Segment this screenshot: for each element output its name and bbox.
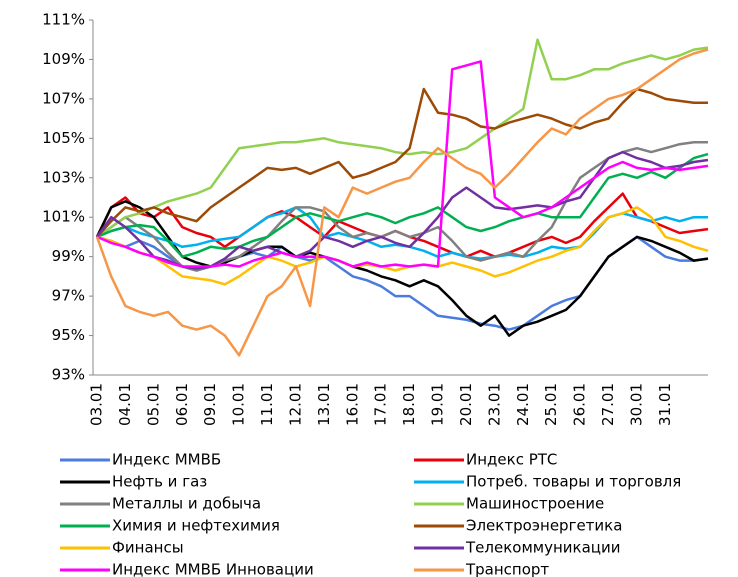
y-tick-label: 93% xyxy=(52,366,85,384)
legend-label: Нефть и газ xyxy=(112,473,207,491)
series-line xyxy=(95,192,709,258)
series-line xyxy=(96,38,709,238)
series-line xyxy=(96,206,709,286)
y-tick-label: 99% xyxy=(52,247,85,265)
x-tick-label: 13.01 xyxy=(315,383,333,426)
series-line xyxy=(95,150,709,270)
x-tick-label: 10.01 xyxy=(230,383,248,426)
legend-label: Машиностроение xyxy=(466,495,604,513)
legend-label: Индекс ММВБ Инновации xyxy=(112,561,314,577)
x-tick-label: 05.01 xyxy=(144,383,162,426)
x-tick-label: 06.01 xyxy=(173,383,191,426)
series-line xyxy=(95,200,709,337)
y-tick-label: 105% xyxy=(42,129,85,147)
series-line xyxy=(96,60,709,268)
legend-label: Электроэнергетика xyxy=(466,517,622,535)
y-tick-label: 109% xyxy=(42,50,85,68)
legend-label: Индекс РТС xyxy=(466,451,557,469)
legend-label: Потреб. товары и торговля xyxy=(466,473,681,491)
x-tick-label: 20.01 xyxy=(457,383,475,426)
legend-label: Финансы xyxy=(112,539,184,557)
y-tick-label: 95% xyxy=(52,326,85,344)
x-tick-label: 23.01 xyxy=(485,383,503,426)
x-tick-label: 04.01 xyxy=(116,383,134,426)
series-line xyxy=(95,48,709,357)
x-tick-label: 03.01 xyxy=(88,383,106,426)
legend-label: Транспорт xyxy=(465,561,549,577)
x-tick-label: 19.01 xyxy=(429,383,447,426)
legend-label: Индекс ММВБ xyxy=(112,451,221,469)
series-line xyxy=(96,87,708,238)
y-tick-label: 107% xyxy=(42,89,85,107)
x-tick-label: 27.01 xyxy=(599,383,617,426)
x-tick-label: 30.01 xyxy=(627,383,645,426)
y-tick-label: 97% xyxy=(52,287,85,305)
x-tick-label: 26.01 xyxy=(571,383,589,426)
x-tick-label: 11.01 xyxy=(258,383,276,426)
x-tick-label: 09.01 xyxy=(201,383,219,426)
legend-label: Химия и нефтехимия xyxy=(112,517,280,535)
x-tick-label: 16.01 xyxy=(343,383,361,426)
y-tick-label: 103% xyxy=(42,168,85,186)
x-tick-label: 25.01 xyxy=(542,383,560,426)
legend-label: Телекоммуникации xyxy=(465,539,620,557)
legend-label: Металлы и добыча xyxy=(112,495,261,513)
x-tick-label: 24.01 xyxy=(514,383,532,426)
x-tick-label: 31.01 xyxy=(656,383,674,426)
x-tick-label: 17.01 xyxy=(372,383,390,426)
x-tick-label: 18.01 xyxy=(400,383,418,426)
y-tick-label: 101% xyxy=(42,208,85,226)
y-tick-label: 111% xyxy=(42,11,85,29)
x-tick-label: 12.01 xyxy=(286,383,304,426)
series-line xyxy=(96,152,709,258)
